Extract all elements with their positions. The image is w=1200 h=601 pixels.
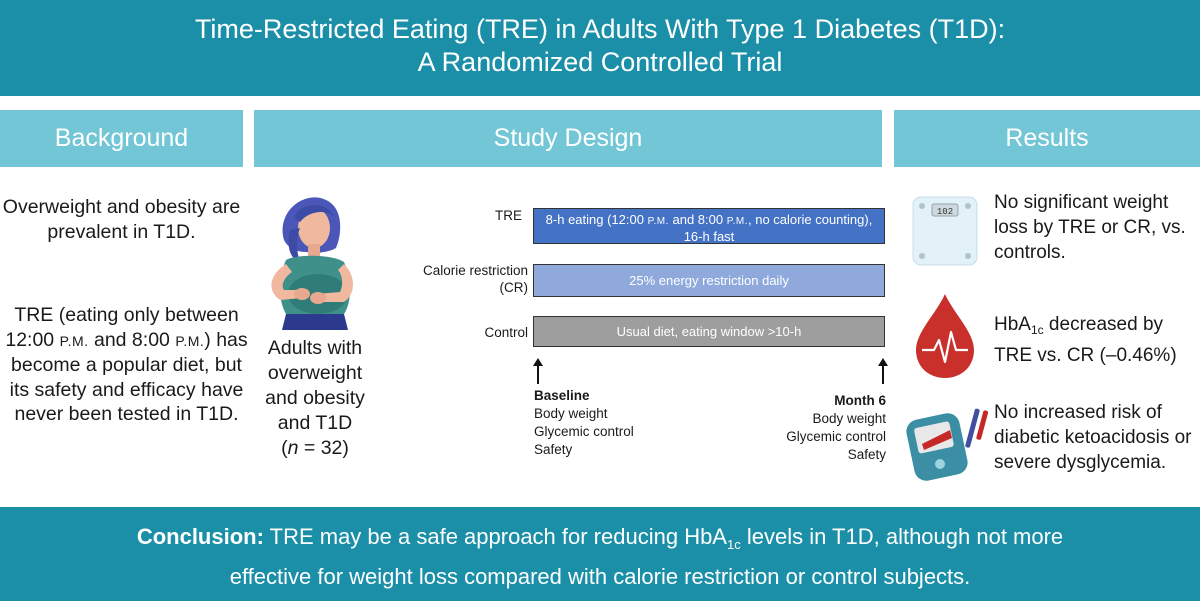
title-banner: Time-Restricted Eating (TRE) in Adults W… (0, 0, 1200, 96)
tre-bar-part3: , no calorie counting), (748, 212, 873, 227)
population-n-open: ( (281, 437, 288, 459)
month6-item: Body weight (812, 411, 886, 426)
tre-bar-line2: 16-h fast (683, 229, 735, 244)
conclusion-banner: Conclusion: TRE may be a safe approach f… (0, 507, 1200, 601)
hba1c-line2: TRE vs. CR (–0.46%) (994, 345, 1177, 366)
bg-p2-part1: TRE (eating only between 12:00 (5, 304, 239, 351)
background-paragraph-1: Overweight and obesity are prevalent in … (2, 196, 241, 243)
glucometer-icon (906, 408, 989, 481)
baseline-item: Glycemic control (534, 424, 634, 439)
baseline-title: Baseline (534, 388, 590, 403)
conclusion-line-2: effective for weight loss compared with … (229, 564, 971, 589)
hba1c-rest: decreased by (1043, 314, 1164, 335)
title-line-1: Time-Restricted Eating (TRE) in Adults W… (194, 14, 1006, 44)
conclusion-text-2: levels in T1D, although not more (740, 524, 1064, 549)
hba1c-prefix: HbA (994, 314, 1031, 335)
baseline-arrow-icon (533, 358, 543, 384)
results-header: Results (894, 110, 1200, 167)
arm-label-cr-line2: (CR) (499, 280, 529, 295)
bathroom-scale-icon: 102 (912, 196, 978, 266)
study-design-header: Study Design (254, 110, 882, 167)
tre-bar-part1: 8-h eating (12:00 (545, 212, 644, 227)
conclusion-label: Conclusion: (136, 524, 264, 549)
bg-p2-and: and 8:00 (93, 328, 170, 351)
background-header: Background (0, 110, 243, 167)
population-n-var: n (287, 437, 299, 459)
tre-intervention-bar: 8-h eating (12:00 P.M. and 8:00 P.M., no… (533, 208, 885, 244)
population-text: Adults with overweight and obesity and T… (265, 337, 365, 434)
cr-intervention-bar: 25% energy restriction daily (533, 264, 885, 297)
control-bar: Usual diet, eating window >10-h (533, 316, 885, 347)
bg-p2-pm-1: P.M. (59, 332, 89, 349)
month6-arrow-icon (878, 358, 888, 384)
result-hba1c: HbA1c decreased by TRE vs. CR (–0.46%) (994, 312, 1200, 368)
arm-label-cr-line1: Calorie restriction (422, 263, 528, 278)
conclusion-text-1: TRE may be a safe approach for reducing … (263, 524, 727, 549)
hba1c-sub: 1c (1030, 323, 1044, 337)
baseline-timepoint: Baseline Body weight Glycemic control Sa… (534, 387, 634, 459)
population-description: Adults with overweight and obesity and T… (255, 336, 375, 461)
blood-drop-heartbeat-icon (916, 294, 974, 378)
month6-timepoint: Month 6 Body weight Glycemic control Saf… (786, 392, 886, 464)
scale-display: 102 (937, 207, 953, 217)
arm-label-tre: TRE (495, 208, 522, 223)
tre-bar-part2: and 8:00 (672, 212, 724, 227)
conclusion-sub: 1c (727, 537, 741, 552)
arm-label-control: Control (484, 325, 528, 340)
woman-with-belly-icon (271, 197, 353, 330)
month6-item: Safety (847, 447, 886, 462)
month6-item: Glycemic control (786, 429, 886, 444)
result-safety: No increased risk of diabetic ketoacidos… (994, 402, 1192, 473)
baseline-item: Safety (534, 442, 573, 457)
month6-title: Month 6 (834, 393, 886, 408)
result-weight: No significant weight loss by TRE or CR,… (994, 192, 1186, 263)
bg-p2-pm-2: P.M. (175, 332, 205, 349)
background-paragraph-2: TRE (eating only between 12:00 P.M. and … (0, 303, 253, 427)
tre-bar-pm-2: P.M. (726, 216, 749, 227)
tre-bar-pm-1: P.M. (647, 216, 669, 227)
arm-label-cr: Calorie restriction (CR) (423, 262, 528, 296)
baseline-item: Body weight (534, 406, 608, 421)
title-line-2: A Randomized Controlled Trial (417, 47, 783, 77)
bg-p2-rest: ) has become a popular diet, but its saf… (9, 328, 248, 426)
population-n-value: = 32) (298, 437, 349, 459)
